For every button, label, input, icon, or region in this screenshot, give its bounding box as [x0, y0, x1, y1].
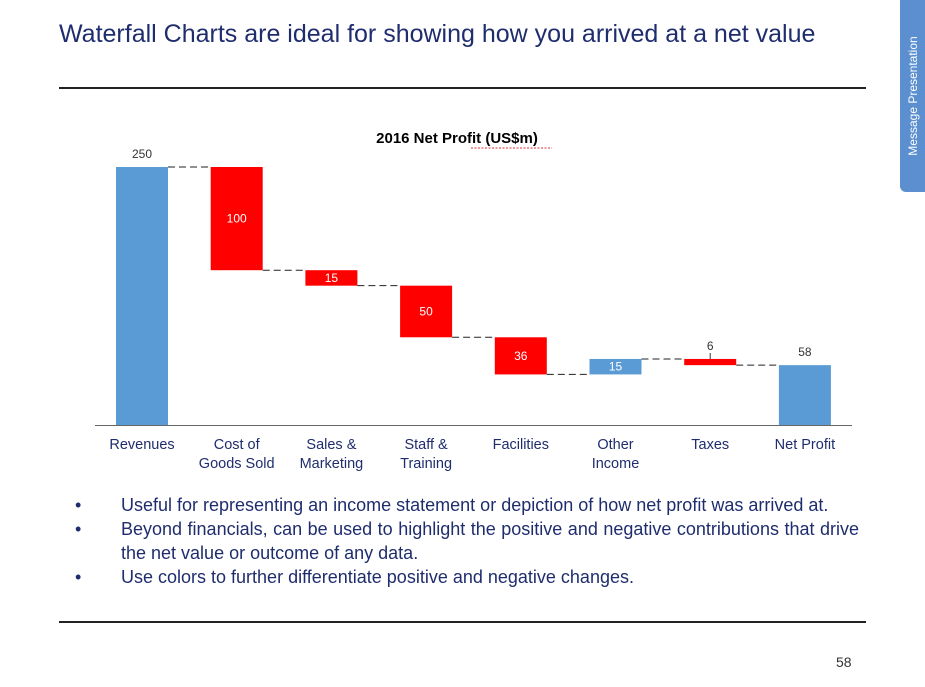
x-tick-label: Facilities: [493, 437, 549, 453]
bars-group: 250 100 15 50 36 15 6 58: [116, 147, 831, 425]
x-tick-label: Revenues: [109, 437, 174, 453]
x-tick-label: Sales & Marketing: [300, 437, 364, 472]
data-label: 100: [227, 212, 247, 226]
bullet-item: Beyond financials, can be used to highli…: [75, 517, 859, 565]
bullet-item: Use colors to further differentiate posi…: [75, 565, 859, 589]
slide-title: Waterfall Charts are ideal for showing h…: [59, 20, 816, 48]
x-tick-label-line: Income: [592, 456, 640, 472]
x-tick-label-line: Net Profit: [775, 437, 835, 453]
bar: [305, 270, 358, 286]
data-label: 50: [419, 304, 433, 318]
x-tick-label-line: Sales &: [306, 437, 356, 453]
x-tick-label-line: Goods Sold: [199, 456, 275, 472]
x-tick-label-line: Taxes: [691, 437, 729, 453]
x-tick-label: Taxes: [691, 437, 729, 453]
bar: [400, 285, 453, 338]
connector-lines: [168, 166, 779, 375]
chart-title: 2016 Net Profit (US$m): [376, 130, 538, 147]
x-axis-labels: Revenues Cost of Goods Sold Sales & Marketin…: [109, 437, 835, 472]
x-tick-label: Other Income: [592, 437, 640, 472]
data-label: 15: [325, 271, 339, 285]
x-tick-label-line: Facilities: [493, 437, 549, 453]
bar: [494, 337, 547, 375]
x-tick-label-line: Training: [400, 456, 452, 472]
bar: [589, 358, 642, 375]
bar: [116, 167, 168, 425]
footer-divider: [59, 621, 866, 623]
side-tab[interactable]: Message Presentation: [900, 0, 925, 192]
data-label: 58: [798, 345, 812, 359]
page-number: 58: [836, 654, 852, 670]
bar: [778, 365, 831, 425]
bar: [210, 167, 263, 271]
x-tick-label: Net Profit: [775, 437, 835, 453]
x-tick-label-line: Marketing: [300, 456, 364, 472]
x-tick-label-line: Other: [597, 437, 633, 453]
x-tick-label-line: Cost of: [214, 437, 261, 453]
data-label: 36: [514, 349, 528, 363]
x-tick-label: Staff & Training: [400, 437, 452, 472]
x-tick-label-line: Staff &: [404, 437, 448, 453]
data-label: 6: [707, 339, 714, 353]
x-tick-label-line: Revenues: [109, 437, 174, 453]
data-label: 250: [132, 147, 152, 161]
bullet-list: Useful for representing an income statem…: [75, 493, 859, 589]
data-label: 15: [609, 360, 623, 374]
x-tick-label: Cost of Goods Sold: [199, 437, 275, 472]
bullet-item: Useful for representing an income statem…: [75, 493, 859, 517]
title-divider: [59, 87, 866, 89]
bar: [684, 358, 737, 366]
